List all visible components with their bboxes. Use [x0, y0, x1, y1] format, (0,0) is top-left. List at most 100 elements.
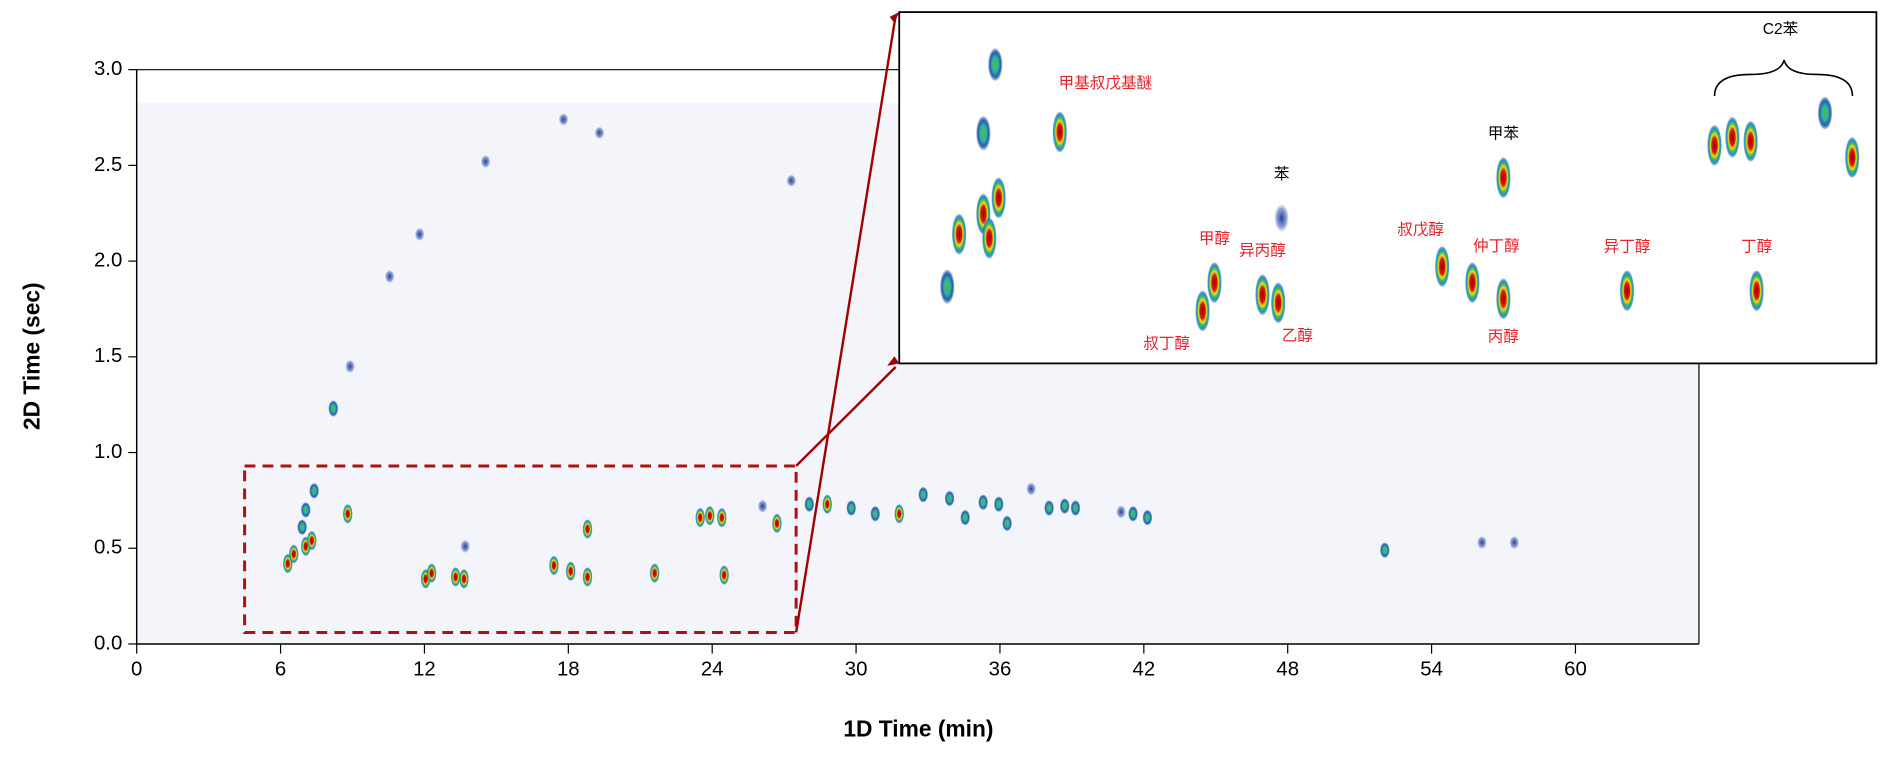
peak-label: 叔丁醇 — [1143, 335, 1190, 353]
x-tick-label: 48 — [1276, 659, 1299, 681]
peak — [558, 113, 569, 126]
peak — [960, 509, 970, 526]
peak — [940, 269, 955, 304]
peak — [1070, 500, 1081, 516]
peak-label: 丙醇 — [1488, 327, 1519, 345]
peak — [1255, 274, 1270, 316]
y-tick-label: 0.5 — [94, 537, 122, 559]
zoom-connector — [795, 366, 897, 467]
peak — [894, 504, 905, 524]
peak — [297, 519, 307, 535]
peak — [1207, 262, 1222, 304]
y-tick-label: 1.5 — [94, 345, 122, 367]
peak — [982, 217, 997, 259]
peak — [918, 486, 929, 503]
peak — [480, 155, 491, 169]
peak — [309, 483, 319, 499]
peak — [459, 569, 469, 589]
peak — [426, 563, 437, 583]
peak-label: 甲醇 — [1199, 230, 1230, 248]
x-tick-label: 6 — [275, 659, 286, 681]
x-tick-label: 54 — [1420, 659, 1443, 681]
x-tick-label: 30 — [845, 659, 868, 681]
peak — [582, 567, 593, 587]
peak — [1725, 116, 1740, 158]
y-tick-label: 0.0 — [94, 632, 122, 654]
peak — [1743, 120, 1758, 162]
peak — [300, 502, 311, 518]
peak — [716, 508, 727, 528]
peak — [1002, 515, 1012, 532]
peak — [1817, 96, 1833, 130]
peak — [1749, 270, 1764, 312]
x-tick-label: 24 — [701, 659, 724, 681]
peak-label: 仲丁醇 — [1473, 237, 1520, 255]
peak — [460, 539, 470, 553]
peak — [1128, 506, 1138, 522]
peak-label: 异丁醇 — [1604, 238, 1651, 256]
peak — [1477, 535, 1487, 550]
peak-label: 叔戊醇 — [1397, 221, 1444, 239]
peak — [772, 513, 782, 533]
inset-frame — [898, 11, 1878, 365]
y-tick-label: 1.0 — [94, 441, 122, 463]
peak — [951, 213, 967, 255]
peak — [328, 400, 339, 417]
peak-label: 苯 — [1274, 165, 1290, 183]
peak-label: 甲基叔戊基醚 — [1059, 74, 1153, 92]
peak — [944, 490, 955, 507]
x-axis-label: 1D Time (min) — [843, 715, 993, 741]
peak — [1496, 278, 1511, 320]
x-tick-label: 12 — [413, 659, 436, 681]
peak — [342, 504, 353, 524]
peak — [846, 500, 857, 516]
peak — [786, 174, 797, 187]
peak — [1044, 500, 1054, 516]
peak — [1619, 270, 1635, 312]
peak — [1271, 282, 1286, 324]
peak — [345, 359, 355, 373]
zoom-box — [243, 464, 798, 634]
y-tick-label: 2.5 — [94, 154, 122, 176]
peak — [978, 494, 988, 510]
peak — [1465, 262, 1480, 304]
peak — [705, 506, 715, 526]
x-tick-label: 42 — [1132, 659, 1155, 681]
peak — [695, 508, 705, 528]
peak — [450, 567, 461, 587]
zoom-connector — [794, 15, 897, 633]
x-tick-label: 60 — [1564, 659, 1587, 681]
peak — [1142, 509, 1153, 526]
y-axis-label: 2D Time (sec) — [19, 282, 45, 430]
y-tick-label: 2.0 — [94, 249, 122, 271]
x-tick-label: 18 — [557, 659, 580, 681]
peak — [1026, 482, 1036, 496]
peak-label: 乙醇 — [1282, 327, 1313, 345]
arrowhead — [887, 356, 900, 366]
peak — [719, 565, 729, 585]
peak — [1380, 542, 1390, 558]
arrowhead — [889, 12, 900, 23]
peak — [414, 227, 425, 241]
peak — [1052, 111, 1068, 153]
bracket-label: C2苯 — [1763, 20, 1799, 38]
peak — [976, 116, 991, 151]
peak — [804, 496, 815, 512]
peak — [993, 496, 1004, 512]
peak — [757, 499, 768, 513]
peak — [1435, 246, 1450, 287]
peak — [1059, 498, 1070, 514]
peak-label: 丁醇 — [1741, 238, 1772, 256]
x-tick-label: 36 — [989, 659, 1012, 681]
peak-label: 异丙醇 — [1239, 242, 1286, 260]
peak — [1195, 290, 1210, 332]
peak — [582, 519, 593, 539]
peak — [870, 506, 881, 522]
peak — [822, 494, 833, 514]
bracket — [1713, 59, 1854, 97]
peak — [384, 269, 395, 283]
peak — [1496, 157, 1511, 199]
peak — [594, 126, 605, 139]
main-plot: 0 6 12 18 24 30 36 42 48 54 60 0.0 0.5 1.0 1.5 2.0 2.5 3.… — [94, 12, 1700, 681]
